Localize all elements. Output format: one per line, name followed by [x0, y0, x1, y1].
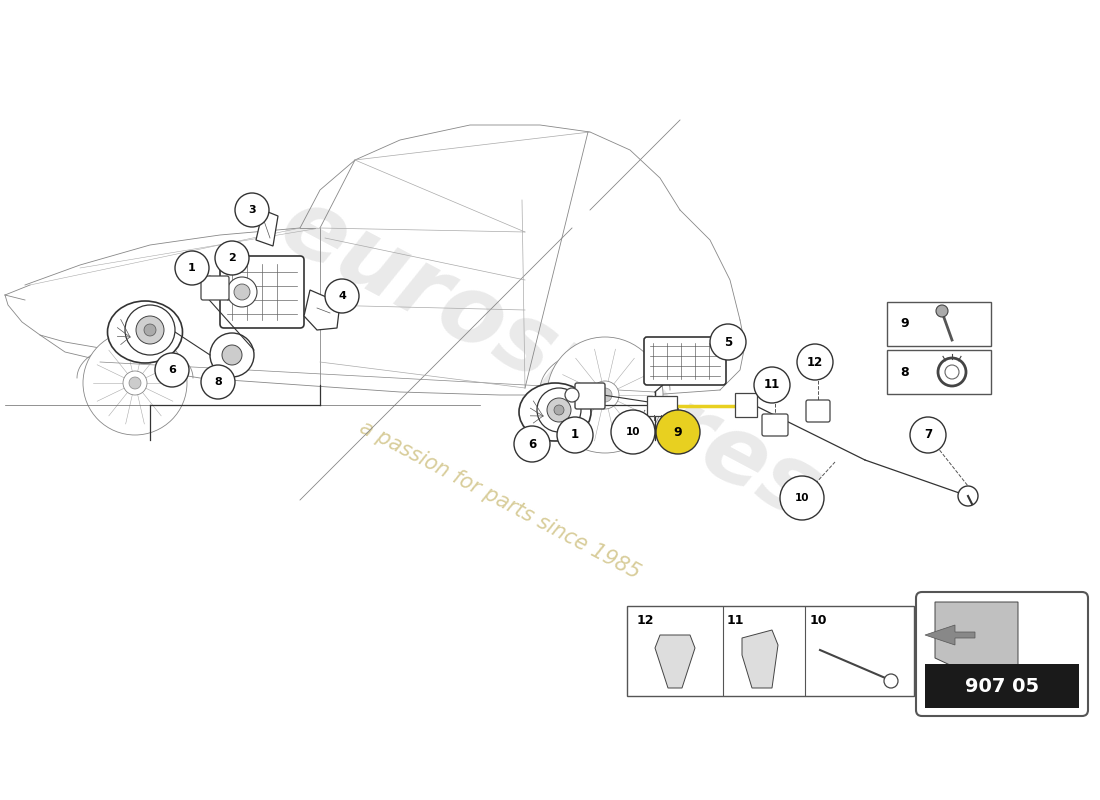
Polygon shape — [935, 602, 1018, 672]
Circle shape — [710, 324, 746, 360]
Ellipse shape — [108, 301, 183, 363]
Text: 7: 7 — [924, 429, 932, 442]
Circle shape — [136, 316, 164, 344]
Text: 1: 1 — [571, 429, 579, 442]
Circle shape — [175, 251, 209, 285]
Text: eurospares: eurospares — [265, 179, 835, 541]
Circle shape — [125, 305, 175, 355]
FancyBboxPatch shape — [735, 393, 757, 417]
Circle shape — [936, 305, 948, 317]
Circle shape — [155, 353, 189, 387]
Circle shape — [547, 398, 571, 422]
Circle shape — [610, 410, 654, 454]
FancyBboxPatch shape — [220, 256, 304, 328]
Circle shape — [210, 333, 254, 377]
Text: 9: 9 — [901, 317, 910, 330]
Circle shape — [884, 674, 898, 688]
Text: 10: 10 — [810, 614, 827, 626]
Ellipse shape — [519, 383, 591, 441]
Circle shape — [780, 476, 824, 520]
Circle shape — [547, 337, 663, 453]
Circle shape — [214, 241, 249, 275]
Polygon shape — [925, 625, 975, 645]
Circle shape — [514, 426, 550, 462]
Circle shape — [235, 193, 270, 227]
Circle shape — [557, 417, 593, 453]
FancyBboxPatch shape — [916, 592, 1088, 716]
Circle shape — [537, 388, 581, 432]
FancyBboxPatch shape — [627, 606, 914, 696]
Circle shape — [938, 358, 966, 386]
Circle shape — [598, 388, 612, 402]
Text: 6: 6 — [528, 438, 536, 450]
Polygon shape — [654, 635, 695, 688]
Circle shape — [144, 324, 156, 336]
Circle shape — [554, 405, 564, 415]
Circle shape — [129, 377, 141, 389]
Circle shape — [910, 417, 946, 453]
Text: 11: 11 — [763, 378, 780, 391]
Text: 6: 6 — [168, 365, 176, 375]
Text: 11: 11 — [726, 614, 744, 626]
Text: 1: 1 — [188, 263, 196, 273]
Circle shape — [82, 331, 187, 435]
Circle shape — [227, 277, 257, 307]
FancyBboxPatch shape — [201, 276, 229, 300]
Circle shape — [123, 371, 147, 395]
FancyBboxPatch shape — [887, 302, 991, 346]
Text: 10: 10 — [626, 427, 640, 437]
Circle shape — [958, 486, 978, 506]
Text: 12: 12 — [636, 614, 653, 626]
FancyBboxPatch shape — [925, 664, 1079, 708]
Text: 907 05: 907 05 — [965, 677, 1040, 695]
Text: 8: 8 — [214, 377, 222, 387]
Circle shape — [591, 381, 619, 409]
Polygon shape — [742, 630, 778, 688]
FancyBboxPatch shape — [887, 350, 991, 394]
FancyBboxPatch shape — [644, 337, 726, 385]
Text: 5: 5 — [724, 335, 733, 349]
Circle shape — [234, 284, 250, 300]
FancyBboxPatch shape — [806, 400, 830, 422]
FancyBboxPatch shape — [575, 383, 605, 409]
Text: 2: 2 — [228, 253, 235, 263]
FancyBboxPatch shape — [647, 396, 676, 416]
Text: 10: 10 — [794, 493, 810, 503]
Circle shape — [945, 365, 959, 379]
Text: 4: 4 — [338, 291, 345, 301]
Text: 3: 3 — [249, 205, 256, 215]
Text: 9: 9 — [673, 426, 682, 438]
Text: 8: 8 — [901, 366, 910, 378]
Circle shape — [754, 367, 790, 403]
Circle shape — [798, 344, 833, 380]
Polygon shape — [304, 290, 340, 330]
Text: 12: 12 — [807, 355, 823, 369]
Circle shape — [201, 365, 235, 399]
Circle shape — [324, 279, 359, 313]
FancyBboxPatch shape — [762, 414, 788, 436]
Circle shape — [222, 345, 242, 365]
Circle shape — [656, 410, 700, 454]
Polygon shape — [256, 210, 278, 246]
Circle shape — [565, 388, 579, 402]
Text: a passion for parts since 1985: a passion for parts since 1985 — [356, 418, 644, 582]
